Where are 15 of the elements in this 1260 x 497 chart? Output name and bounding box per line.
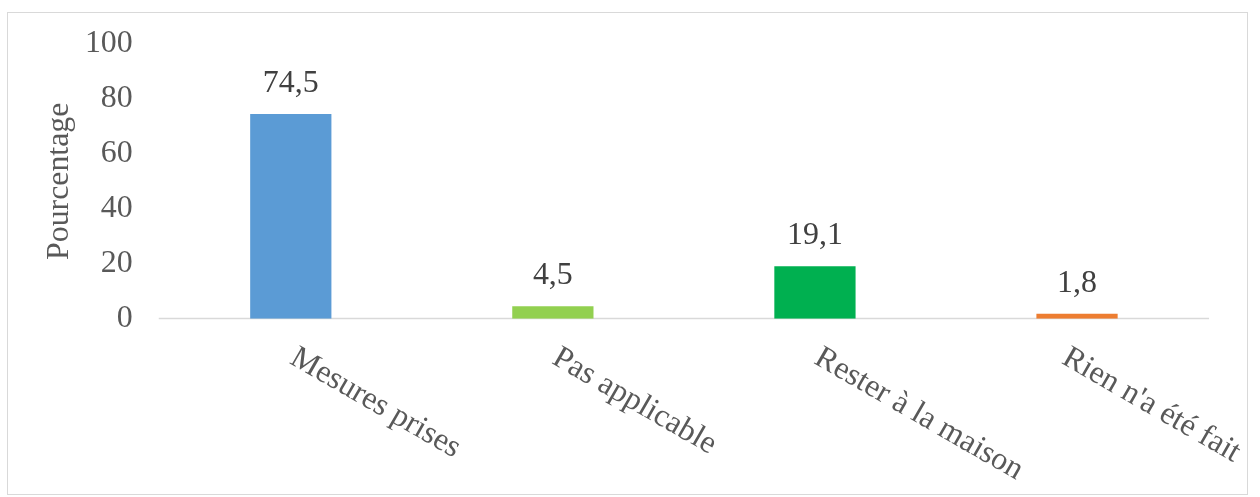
y-tick-label: 100 <box>84 24 133 60</box>
bar <box>774 266 856 319</box>
y-tick-label: 60 <box>100 134 133 170</box>
y-axis-title: Pourcentage <box>39 102 75 261</box>
y-tick-label: 40 <box>100 189 133 225</box>
bar <box>250 113 332 319</box>
x-tick-label: Rien n'a été fait <box>1056 338 1248 469</box>
bar <box>512 306 594 319</box>
data-label: 4,5 <box>532 256 573 292</box>
y-tick-label: 80 <box>100 79 133 115</box>
y-tick-label: 20 <box>100 244 133 280</box>
data-label: 1,8 <box>1057 263 1097 299</box>
data-label: 19,1 <box>787 216 843 252</box>
y-tick-label: 0 <box>116 299 133 335</box>
data-label: 74,5 <box>262 64 319 100</box>
